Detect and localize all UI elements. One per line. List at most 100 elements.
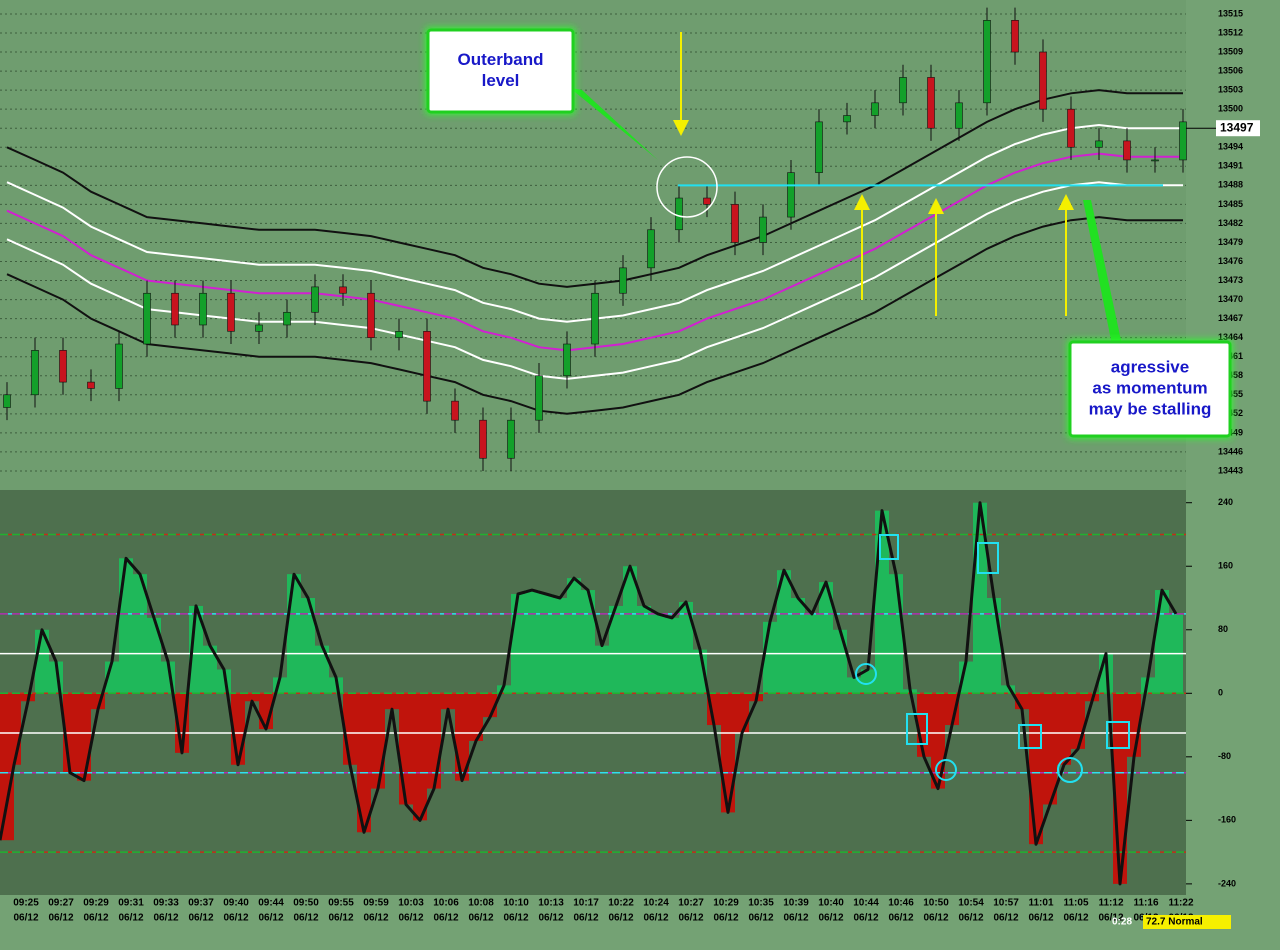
- histogram-bar: [315, 645, 329, 694]
- marker-square: [977, 542, 999, 574]
- candle-body: [3, 394, 11, 408]
- x-tick-label: 09:27: [48, 898, 74, 909]
- y-tick-label: 13491: [1218, 161, 1243, 171]
- x-tick-label: 09:40: [223, 898, 249, 909]
- y-tick-label: 13506: [1218, 65, 1243, 75]
- candle-body: [87, 381, 95, 389]
- x-tick-label: 09:55: [328, 898, 354, 909]
- candle-body: [1123, 140, 1131, 161]
- status-badge: [1143, 915, 1231, 929]
- x-tick-label: 10:08: [468, 898, 494, 909]
- histogram-bar: [119, 558, 133, 694]
- y-tick-label: 13488: [1218, 180, 1243, 190]
- x-date-label: 06/12: [888, 913, 913, 924]
- candle-body: [619, 267, 627, 294]
- y-tick-label: 13485: [1218, 199, 1243, 209]
- x-date-label: 06/12: [118, 913, 143, 924]
- x-tick-label: 09:50: [293, 898, 319, 909]
- x-date-label: 06/12: [1028, 913, 1053, 924]
- y-tick-label: -160: [1218, 815, 1236, 825]
- histogram-bar: [525, 590, 539, 694]
- histogram-bar: [287, 574, 301, 694]
- candle-body: [871, 102, 879, 116]
- x-date-label: 06/12: [153, 913, 178, 924]
- y-tick-label: 13476: [1218, 256, 1243, 266]
- candle-body: [787, 172, 795, 218]
- x-tick-label: 10:29: [713, 898, 739, 909]
- candle-body: [703, 197, 711, 205]
- time-axis: 09:25 06/12 09:27 06/12 09:29 06/12 09:31 06/12…: [13, 898, 1194, 924]
- x-tick-label: 09:25: [13, 898, 39, 909]
- note-text: Outerband: [458, 50, 544, 69]
- histogram-bar: [945, 693, 959, 726]
- x-date-label: 06/12: [83, 913, 108, 924]
- histogram-bar: [371, 693, 385, 789]
- candle-body: [899, 77, 907, 104]
- x-tick-label: 11:01: [1028, 898, 1053, 909]
- x-date-label: 06/12: [1063, 913, 1088, 924]
- x-tick-label: 11:22: [1168, 898, 1193, 909]
- x-tick-label: 10:57: [993, 898, 1019, 909]
- candle-body: [451, 400, 459, 421]
- x-tick-label: 11:12: [1098, 898, 1123, 909]
- histogram-bar: [1155, 590, 1169, 694]
- note-box: [426, 28, 575, 114]
- note-box: [1068, 340, 1232, 438]
- candle-body: [1151, 159, 1159, 162]
- x-date-label: 06/12: [398, 913, 423, 924]
- histogram-bar: [133, 574, 147, 694]
- histogram-bar: [1071, 693, 1085, 749]
- histogram-bar: [931, 693, 945, 789]
- candle-body: [395, 331, 403, 338]
- histogram-bar: [1001, 685, 1015, 694]
- x-date-label: 06/12: [363, 913, 388, 924]
- y-tick-label: 13494: [1218, 142, 1243, 152]
- x-date-label: 06/12: [713, 913, 738, 924]
- candle-body: [255, 324, 263, 332]
- oscillator-chart: 240 160 80 0 -80 -160 -240: [0, 497, 1236, 888]
- histogram-bar: [609, 605, 623, 694]
- marker-square: [906, 713, 928, 745]
- x-date-label: 06/12: [958, 913, 983, 924]
- marker-circle: [1057, 757, 1083, 783]
- histogram-bar: [469, 693, 483, 741]
- x-tick-label: 10:46: [888, 898, 914, 909]
- candle-body: [479, 419, 487, 459]
- y-tick-label: 13443: [1218, 465, 1243, 475]
- x-date-label: 06/12: [503, 913, 528, 924]
- candle-body: [367, 292, 375, 338]
- histogram-bar: [679, 601, 693, 694]
- candle-body: [171, 292, 179, 326]
- histogram-bar: [245, 693, 259, 702]
- histogram-bar: [413, 693, 427, 821]
- x-tick-label: 10:24: [643, 898, 669, 909]
- candle-body: [1095, 140, 1103, 148]
- histogram-bar: [721, 693, 735, 813]
- x-date-label: 06/12: [188, 913, 213, 924]
- y-tick-label: -240: [1218, 878, 1236, 888]
- candle-body: [143, 292, 151, 345]
- histogram-bar: [917, 693, 931, 757]
- y-tick-label: -80: [1218, 751, 1231, 761]
- x-tick-label: 09:37: [188, 898, 214, 909]
- x-tick-label: 10:35: [748, 898, 774, 909]
- histogram-bar: [7, 693, 21, 765]
- y-tick-label: 240: [1218, 497, 1233, 507]
- histogram-bar: [959, 661, 973, 694]
- histogram-bar: [441, 693, 455, 710]
- x-tick-label: 09:29: [83, 898, 109, 909]
- histogram-bar: [301, 598, 315, 694]
- candle-body: [59, 350, 67, 383]
- histogram-bar: [203, 645, 217, 694]
- x-tick-label: 09:59: [363, 898, 389, 909]
- candle-body: [1011, 20, 1019, 53]
- x-tick-label: 11:05: [1063, 898, 1088, 909]
- status-mode: 72.7 Normal: [1146, 917, 1203, 928]
- x-date-label: 06/12: [818, 913, 843, 924]
- band-line: [6, 216, 1183, 415]
- x-tick-label: 10:17: [573, 898, 599, 909]
- histogram-bar: [735, 693, 749, 733]
- candle-body: [647, 229, 655, 269]
- pointer: [1083, 200, 1122, 345]
